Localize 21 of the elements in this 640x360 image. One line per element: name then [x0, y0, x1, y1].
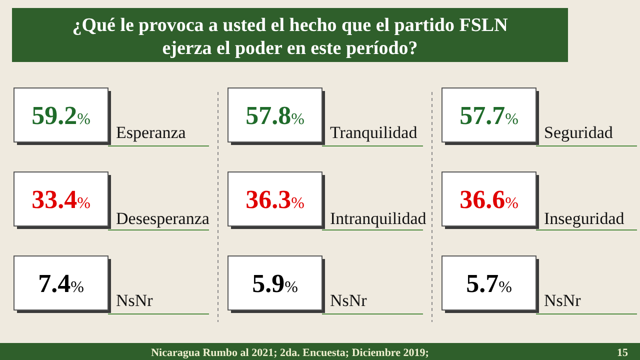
data-label: 5.7% — [466, 269, 512, 298]
data-label: 57.8% — [246, 101, 304, 130]
text: 15 — [617, 347, 628, 359]
category-label: NsNr — [330, 291, 368, 310]
category-label: Inseguridad — [544, 209, 625, 228]
category-label: Desesperanza — [116, 209, 210, 228]
data-label: 59.2% — [32, 101, 90, 130]
data-label: 7.4% — [38, 269, 84, 298]
data-label: 36.6% — [460, 185, 518, 214]
category-label: Tranquilidad — [330, 123, 418, 142]
category-label: NsNr — [544, 291, 582, 310]
category-label: Intranquilidad — [330, 209, 427, 228]
data-label: 57.7% — [460, 101, 518, 130]
category-label: NsNr — [116, 291, 154, 310]
category-label: Esperanza — [116, 123, 186, 142]
text: ¿Qué le provoca a usted el hecho que el partido FSLN ejerza el poder en este período? — [72, 15, 508, 59]
data-label: 33.4% — [32, 185, 90, 214]
category-label: Seguridad — [544, 123, 614, 142]
text: Nicaragua Rumbo al 2021; 2da. Encuesta; Diciembre 2019; — [151, 347, 429, 359]
data-label: 5.9% — [252, 269, 298, 298]
data-label: 36.3% — [246, 185, 304, 214]
